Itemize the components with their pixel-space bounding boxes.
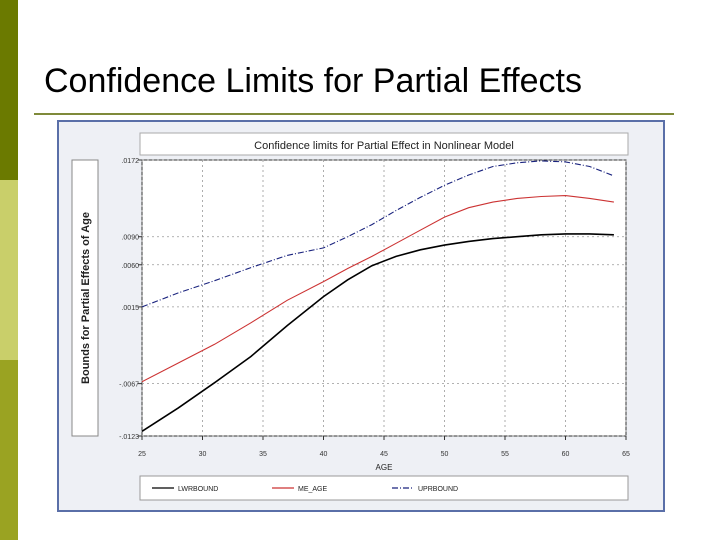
y-label-box (71, 159, 99, 437)
y-tick-label: -.0067 (119, 382, 139, 389)
legend: LWRBOUND ME_AGE UPRBOUND (152, 486, 458, 493)
slide-title: Confidence Limits for Partial Effects (44, 62, 582, 100)
y-tick-label: .0090 (121, 235, 139, 242)
slide-accent-bar (0, 0, 18, 540)
series-line-uprbound (141, 160, 615, 308)
legend-label: UPRBOUND (418, 486, 458, 493)
y-ticks: -.0123 -.0067 .0015 .0060 .0090 .0172 (119, 158, 142, 441)
x-tick-label: 60 (562, 451, 570, 458)
accent-bar-top (0, 0, 18, 180)
accent-bar-middle (0, 180, 18, 360)
x-tick-label: 50 (441, 451, 449, 458)
series-line-me-age (141, 195, 614, 383)
x-tick-label: 45 (380, 451, 388, 458)
chart-title: Confidence limits for Partial Effect in … (254, 140, 514, 152)
x-tick-label: 30 (199, 451, 207, 458)
x-tick-label: 65 (622, 451, 630, 458)
series-lines (141, 160, 615, 432)
legend-label: LWRBOUND (178, 486, 218, 493)
y-axis-label: Bounds for Partial Effects of Age (80, 212, 92, 384)
series-line-lwrbound (141, 233, 614, 432)
x-tick-label: 25 (138, 451, 146, 458)
legend-box (139, 475, 629, 501)
x-tick-label: 40 (320, 451, 328, 458)
x-tick-label: 55 (501, 451, 509, 458)
y-tick-label: .0015 (121, 305, 139, 312)
legend-label: ME_AGE (298, 486, 328, 493)
y-tick-label: .0172 (121, 158, 139, 165)
y-tick-label: -.0123 (119, 434, 139, 441)
chart-title-box (139, 132, 629, 156)
accent-bar-bottom (0, 360, 18, 540)
x-tick-label: 35 (259, 451, 267, 458)
x-axis-label: AGE (376, 463, 393, 472)
x-ticks: 25 30 35 40 45 50 55 60 65 (138, 436, 630, 458)
y-tick-label: .0060 (121, 263, 139, 270)
title-divider (34, 113, 674, 115)
